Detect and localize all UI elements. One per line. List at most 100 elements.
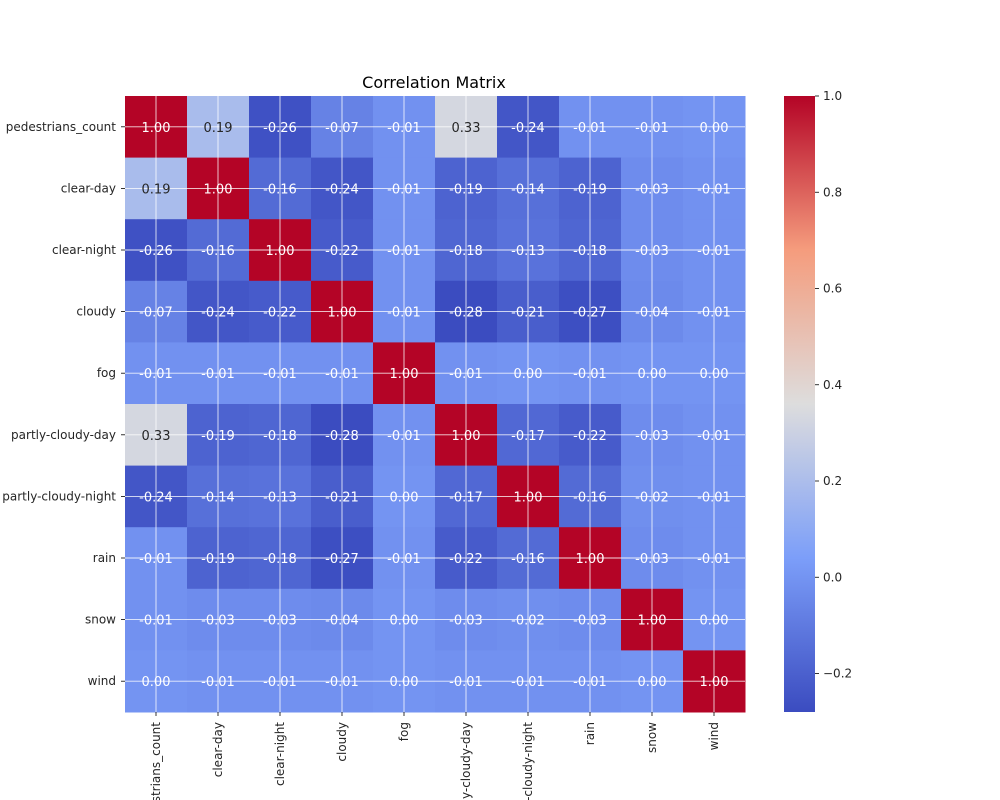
cell-value-label: -0.03: [201, 614, 235, 629]
colorbar-tick-label: 0.6: [823, 282, 842, 296]
row-tick-label: partly-cloudy-day: [11, 428, 116, 442]
row-tick-label: cloudy: [76, 305, 116, 319]
column-tick-label: y-cloudy-day: [459, 722, 473, 799]
cell-value-label: 1.00: [452, 429, 481, 444]
cell-value-label: -0.03: [635, 552, 669, 567]
cell-value-label: 0.00: [700, 614, 729, 629]
cell-value-label: -0.13: [263, 490, 297, 505]
cell-value-label: -0.18: [263, 552, 297, 567]
cell-value-label: 0.00: [700, 121, 729, 136]
cell-value-label: -0.14: [511, 182, 545, 197]
row-tick-label: clear-night: [52, 243, 116, 257]
cell-value-label: -0.22: [449, 552, 483, 567]
cell-value-label: -0.01: [511, 675, 545, 690]
cell-value-label: -0.01: [573, 367, 607, 382]
cell-value-label: -0.01: [697, 552, 731, 567]
cell-value-label: -0.24: [325, 182, 359, 197]
column-tick-label: strians_count: [149, 722, 163, 800]
column-tick-labels: strians_count clear-day clear-night cloudy f…: [149, 712, 721, 800]
cell-value-label: -0.14: [201, 490, 235, 505]
column-tick-label: clear-day: [211, 722, 225, 777]
cell-value-label: -0.04: [325, 614, 359, 629]
cell-value-label: -0.01: [201, 675, 235, 690]
cell-value-label: 1.00: [390, 367, 419, 382]
cell-value-label: 0.00: [390, 675, 419, 690]
cell-value-label: -0.01: [635, 121, 669, 136]
cell-value-label: -0.19: [201, 429, 235, 444]
cell-value-label: -0.01: [325, 367, 359, 382]
cell-value-label: -0.01: [325, 675, 359, 690]
row-tick-label: pedestrians_count: [6, 120, 117, 134]
colorbar-tick-label: 0.0: [823, 570, 842, 584]
cell-value-label: -0.27: [325, 552, 359, 567]
cell-value-label: -0.18: [449, 244, 483, 259]
row-tick-label: snow: [85, 613, 116, 627]
cell-value-label: -0.01: [573, 675, 607, 690]
cell-value-label: -0.01: [263, 367, 297, 382]
cell-value-label: 0.19: [204, 121, 233, 136]
cell-value-label: -0.01: [697, 306, 731, 321]
cell-value-label: -0.28: [449, 306, 483, 321]
cell-value-label: -0.19: [449, 182, 483, 197]
cell-value-label: -0.01: [387, 121, 421, 136]
cell-value-label: -0.03: [573, 614, 607, 629]
cell-value-label: -0.22: [325, 244, 359, 259]
cell-value-label: -0.24: [139, 490, 173, 505]
cell-value-label: -0.01: [697, 490, 731, 505]
cell-value-label: -0.01: [139, 367, 173, 382]
heatmap-grid: [125, 96, 745, 712]
cell-value-label: 1.00: [204, 182, 233, 197]
cell-value-label: -0.01: [387, 182, 421, 197]
cell-value-label: -0.01: [201, 367, 235, 382]
cell-value-label: -0.26: [263, 121, 297, 136]
cell-value-label: -0.16: [511, 552, 545, 567]
cell-value-label: 1.00: [328, 306, 357, 321]
cell-value-label: -0.16: [263, 182, 297, 197]
cell-value-label: -0.26: [139, 244, 173, 259]
cell-value-label: -0.19: [573, 182, 607, 197]
cell-value-label: -0.01: [387, 306, 421, 321]
chart-title: Correlation Matrix: [362, 73, 506, 92]
column-tick-label: fog: [397, 722, 411, 741]
cell-value-label: -0.01: [139, 614, 173, 629]
cell-value-label: -0.01: [263, 675, 297, 690]
colorbar-tick-label: −0.2: [823, 667, 852, 681]
column-tick-label: -cloudy-night: [521, 722, 535, 800]
cell-value-label: -0.01: [449, 675, 483, 690]
row-tick-label: wind: [88, 674, 116, 688]
row-tick-labels: pedestrians_count clear-day clear-night clo…: [2, 120, 125, 688]
cell-value-label: -0.01: [573, 121, 607, 136]
colorbar-tick-label: 0.4: [823, 378, 842, 392]
colorbar: 1.0 0.8 0.6 0.4 0.2 0.0 −0.2: [784, 89, 852, 712]
cell-value-label: -0.22: [263, 306, 297, 321]
cell-value-label: 0.00: [638, 367, 667, 382]
cell-value-label: -0.07: [139, 306, 173, 321]
cell-value-label: 0.33: [142, 429, 171, 444]
column-tick-label: cloudy: [335, 722, 349, 762]
cell-value-label: -0.01: [697, 244, 731, 259]
cell-value-label: -0.01: [139, 552, 173, 567]
colorbar-tick-label: 0.2: [823, 474, 842, 488]
cell-value-label: 1.00: [638, 614, 667, 629]
cell-value-label: -0.02: [511, 614, 545, 629]
cell-value-label: -0.18: [263, 429, 297, 444]
colorbar-tick-label: 1.0: [823, 89, 842, 103]
column-tick-label: wind: [707, 722, 721, 750]
column-tick-label: snow: [645, 722, 659, 753]
cell-value-label: -0.01: [449, 367, 483, 382]
cell-value-label: -0.18: [573, 244, 607, 259]
cell-value-label: -0.24: [201, 306, 235, 321]
cell-value-label: -0.22: [573, 429, 607, 444]
cell-value-label: -0.01: [387, 429, 421, 444]
cell-value-label: 1.00: [142, 121, 171, 136]
cell-value-label: 0.00: [390, 490, 419, 505]
cell-value-label: -0.24: [511, 121, 545, 136]
cell-value-label: -0.21: [325, 490, 359, 505]
cell-value-label: -0.03: [263, 614, 297, 629]
cell-value-label: -0.01: [387, 552, 421, 567]
cell-value-label: -0.17: [449, 490, 483, 505]
cell-value-label: -0.01: [697, 429, 731, 444]
cell-value-label: 1.00: [514, 490, 543, 505]
